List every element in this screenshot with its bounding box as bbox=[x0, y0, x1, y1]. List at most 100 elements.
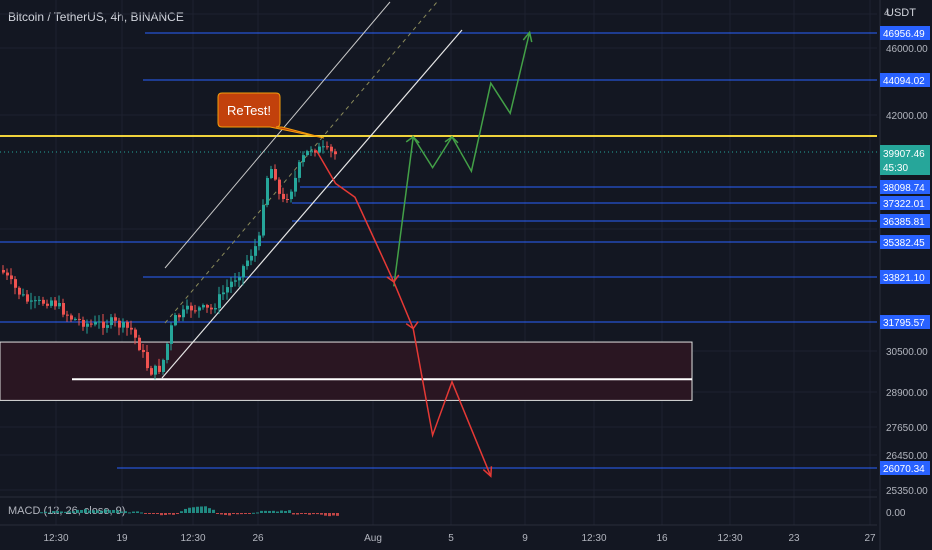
level-price-label: 38098.74 bbox=[883, 183, 925, 194]
macd-bar bbox=[156, 513, 159, 514]
candle-body bbox=[334, 151, 337, 155]
macd-bar bbox=[136, 511, 139, 513]
candle-body bbox=[62, 302, 65, 315]
candle-body bbox=[302, 155, 305, 163]
callout-text: ReTest! bbox=[227, 103, 271, 118]
macd-bar bbox=[132, 511, 135, 513]
candle-body bbox=[214, 308, 217, 310]
last-price-label: 39907.46 bbox=[883, 149, 925, 160]
price-tick: 26450.00 bbox=[886, 451, 928, 462]
level-price-tag bbox=[880, 73, 930, 87]
level-price-label: 46956.49 bbox=[883, 29, 925, 40]
macd-bar bbox=[128, 512, 131, 514]
time-tick: Aug bbox=[364, 533, 382, 544]
candle-body bbox=[10, 275, 13, 280]
macd-bar bbox=[228, 513, 231, 516]
bull-arrowhead bbox=[444, 135, 459, 144]
level-price-label: 33821.10 bbox=[883, 273, 925, 284]
candle-body bbox=[86, 323, 89, 327]
macd-bar bbox=[204, 506, 207, 513]
macd-bar bbox=[48, 512, 51, 514]
support-zone[interactable] bbox=[0, 341, 693, 401]
candle-body bbox=[182, 309, 185, 318]
macd-bar bbox=[152, 513, 155, 514]
macd-bar bbox=[320, 513, 323, 515]
candle-body bbox=[178, 315, 181, 318]
macd-bar bbox=[92, 510, 95, 513]
candle-body bbox=[250, 255, 253, 261]
macd-bar bbox=[160, 513, 163, 516]
macd-bar bbox=[280, 510, 283, 513]
bearish-projection-arrowhead bbox=[482, 466, 493, 478]
candle-body bbox=[90, 323, 93, 325]
candle-body bbox=[110, 317, 113, 326]
candle-body bbox=[102, 321, 105, 328]
candle-body bbox=[270, 169, 273, 179]
bar-countdown: 45:30 bbox=[883, 163, 908, 174]
level-price-tag bbox=[880, 235, 930, 249]
candle-body bbox=[174, 315, 177, 326]
bear-arrowhead bbox=[405, 321, 419, 330]
candle-body bbox=[258, 235, 261, 247]
candle-body bbox=[70, 315, 73, 320]
level-price-tag bbox=[880, 214, 930, 228]
price-tick: 28900.00 bbox=[886, 388, 928, 399]
candle-body bbox=[126, 321, 129, 328]
bull-arrowhead bbox=[405, 135, 420, 144]
candle-body bbox=[274, 169, 277, 180]
macd-bar bbox=[252, 512, 255, 514]
candle-body bbox=[130, 327, 133, 330]
macd-bar bbox=[168, 513, 171, 515]
macd-bar bbox=[44, 511, 47, 513]
candle-body bbox=[122, 321, 125, 328]
currency-label[interactable]: USDT bbox=[886, 7, 916, 19]
candle-body bbox=[318, 146, 321, 153]
macd-bar bbox=[256, 512, 259, 514]
macd-bar bbox=[264, 510, 267, 513]
candle-body bbox=[190, 305, 193, 311]
macd-bar bbox=[232, 513, 235, 514]
candle-body bbox=[82, 319, 85, 327]
candle-body bbox=[2, 270, 5, 273]
candle-body bbox=[202, 305, 205, 308]
level-price-tag bbox=[880, 180, 930, 194]
candle-body bbox=[38, 299, 41, 301]
macd-bar bbox=[124, 511, 127, 513]
macd-bar bbox=[208, 508, 211, 513]
bullish-projection-arrowhead bbox=[522, 30, 533, 43]
candle-body bbox=[194, 310, 197, 312]
candle-body bbox=[282, 193, 285, 199]
candle-body bbox=[286, 198, 289, 200]
candle-body bbox=[222, 292, 225, 295]
candle-body bbox=[162, 359, 165, 372]
macd-bar bbox=[328, 513, 331, 517]
candle-body bbox=[150, 368, 153, 375]
time-tick: 12:30 bbox=[180, 533, 205, 544]
price-tick: 25350.00 bbox=[886, 486, 928, 497]
level-price-tag bbox=[880, 315, 930, 329]
macd-bar bbox=[224, 513, 227, 516]
candle-body bbox=[206, 305, 209, 308]
channel-lower[interactable] bbox=[161, 29, 463, 379]
bullish-projection[interactable] bbox=[393, 32, 531, 287]
candle-body bbox=[34, 300, 37, 302]
macd-bar bbox=[240, 513, 243, 515]
candle-body bbox=[294, 177, 297, 192]
retest-callout[interactable]: ReTest! bbox=[217, 92, 325, 139]
candle-body bbox=[314, 150, 317, 153]
price-tick: 0.00 bbox=[886, 508, 906, 519]
macd-bar bbox=[216, 513, 219, 514]
candle-body bbox=[26, 294, 29, 302]
candle-body bbox=[6, 272, 9, 276]
candle-body bbox=[298, 162, 301, 178]
macd-bar bbox=[248, 513, 251, 514]
macd-bar bbox=[212, 509, 215, 513]
candle-body bbox=[306, 151, 309, 156]
candle-body bbox=[42, 299, 45, 304]
candle-body bbox=[330, 146, 333, 152]
macd-bar bbox=[172, 513, 175, 515]
macd-bar bbox=[296, 513, 299, 515]
channel-upper[interactable] bbox=[164, 1, 391, 269]
candle-body bbox=[94, 321, 97, 325]
